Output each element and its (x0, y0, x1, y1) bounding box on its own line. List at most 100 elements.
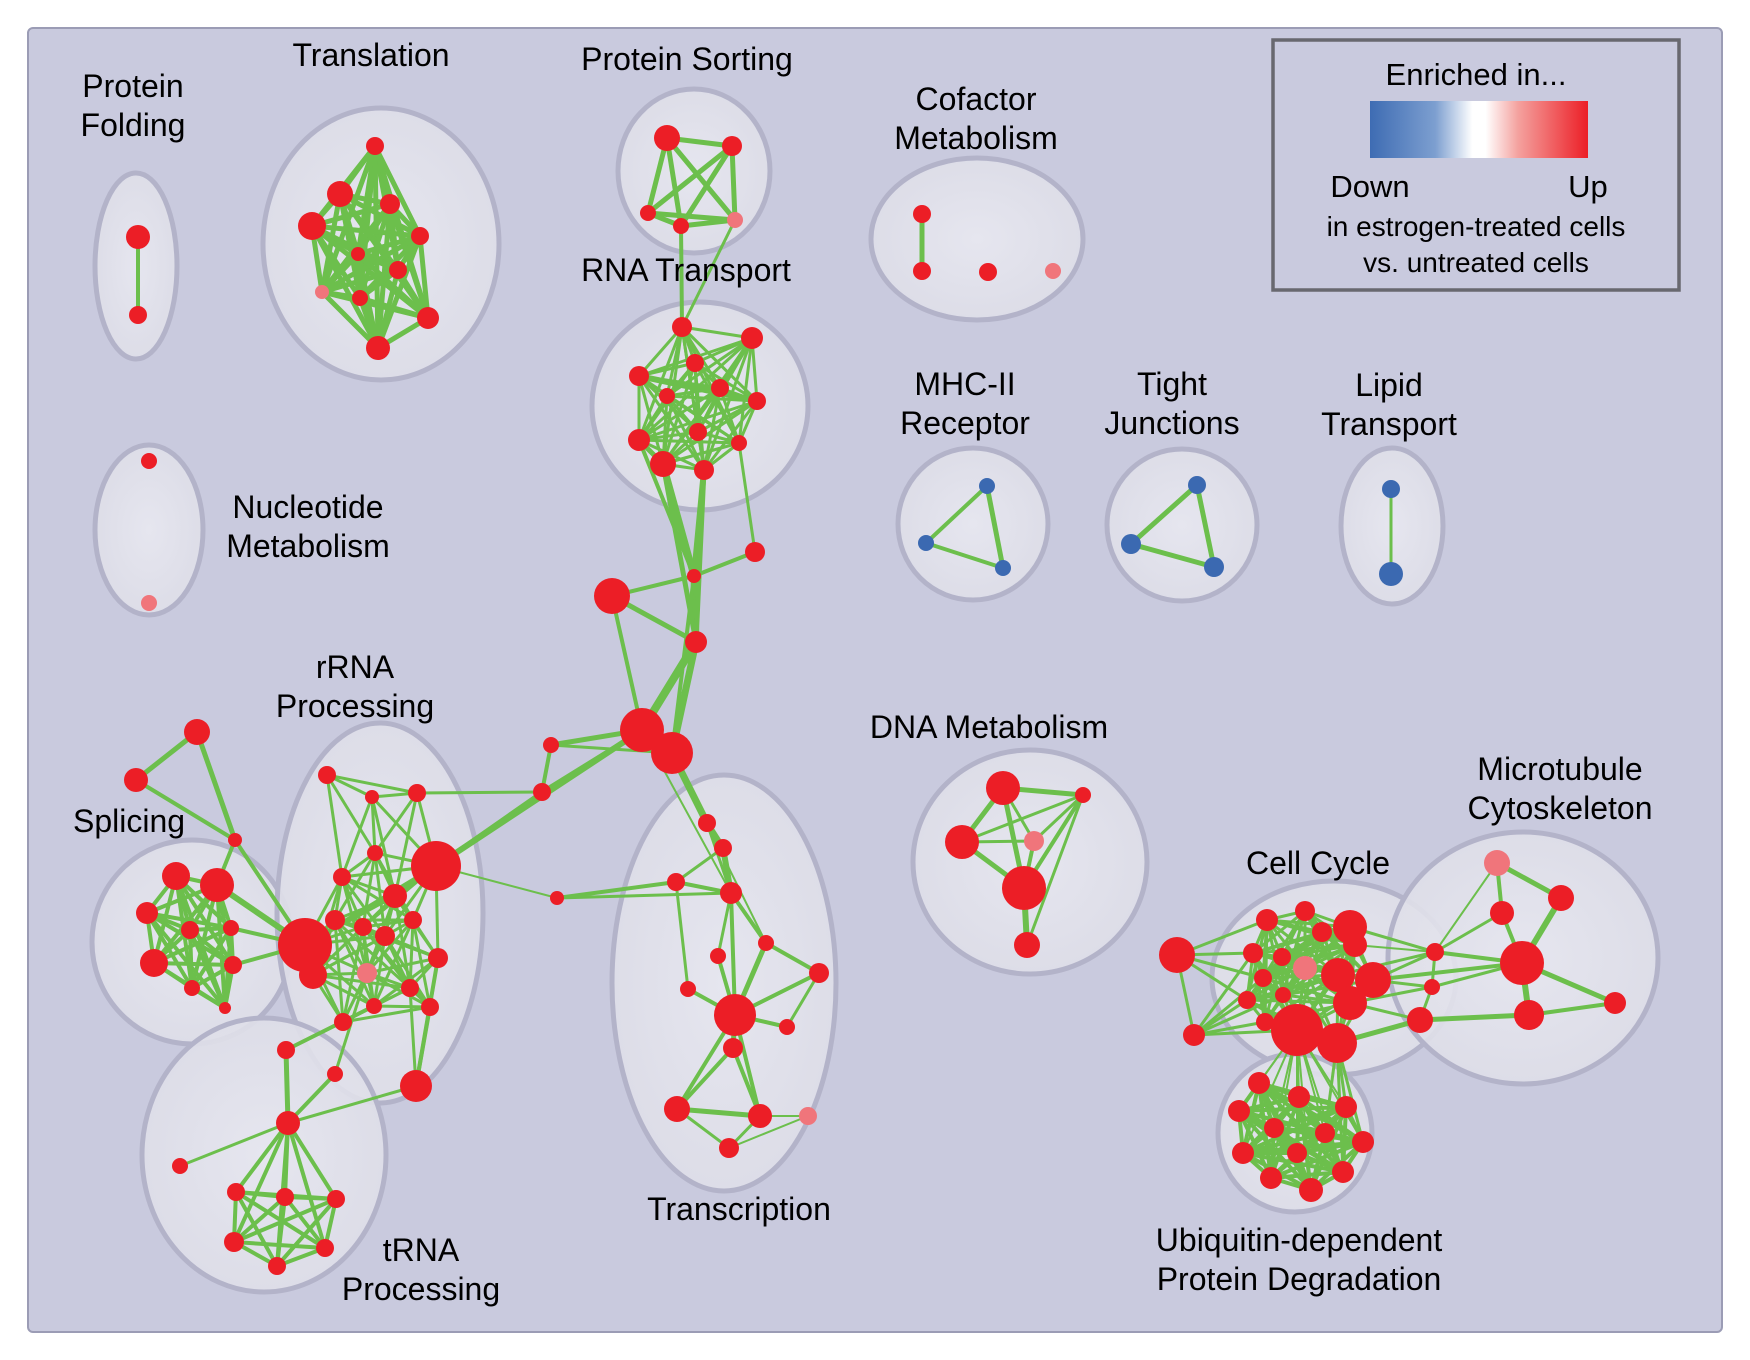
node-rt4[interactable] (711, 379, 729, 397)
node-tn1[interactable] (172, 1158, 188, 1174)
node-ps4[interactable] (727, 212, 743, 228)
node-tr0[interactable] (366, 137, 384, 155)
node-tr1[interactable] (327, 181, 353, 207)
node-tr7[interactable] (315, 285, 329, 299)
node-tx8[interactable] (680, 981, 696, 997)
node-jx0[interactable] (745, 542, 765, 562)
node-tx5[interactable] (710, 948, 726, 964)
node-tx2[interactable] (667, 873, 685, 891)
node-tx11[interactable] (723, 1038, 743, 1058)
node-cf2[interactable] (979, 263, 997, 281)
node-rt3[interactable] (629, 366, 649, 386)
node-dm3[interactable] (1024, 831, 1044, 851)
node-cc6[interactable] (1343, 933, 1367, 957)
node-rt0[interactable] (672, 317, 692, 337)
node-tx14[interactable] (799, 1107, 817, 1125)
node-tr9[interactable] (417, 307, 439, 329)
node-tr2[interactable] (380, 194, 400, 214)
node-hb0[interactable] (620, 708, 664, 752)
node-rr16[interactable] (421, 998, 439, 1016)
node-tx13[interactable] (748, 1104, 772, 1128)
node-rt2[interactable] (686, 354, 704, 372)
node-ub1[interactable] (1288, 1086, 1310, 1108)
node-cc9[interactable] (1293, 956, 1317, 980)
node-tx0[interactable] (698, 814, 716, 832)
node-rr9[interactable] (354, 918, 372, 936)
node-tj2[interactable] (1204, 557, 1224, 577)
node-lp0[interactable] (1382, 480, 1400, 498)
node-lf1[interactable] (533, 783, 551, 801)
node-tx9[interactable] (714, 994, 756, 1036)
node-tx10[interactable] (779, 1019, 795, 1035)
node-rr13[interactable] (357, 963, 377, 983)
node-dm1[interactable] (1075, 787, 1091, 803)
node-jx2[interactable] (594, 578, 630, 614)
node-tj0[interactable] (1188, 476, 1206, 494)
node-mh1[interactable] (918, 535, 934, 551)
node-ub9[interactable] (1332, 1161, 1354, 1183)
node-mt5[interactable] (1604, 992, 1626, 1014)
node-sp0[interactable] (162, 862, 190, 890)
node-lf0[interactable] (543, 737, 559, 753)
node-tx6[interactable] (758, 935, 774, 951)
node-rt8[interactable] (628, 429, 650, 451)
node-rr8[interactable] (325, 910, 345, 930)
node-mh2[interactable] (995, 560, 1011, 576)
node-ub4[interactable] (1264, 1118, 1284, 1138)
node-ub11[interactable] (1299, 1178, 1323, 1202)
node-mt4[interactable] (1514, 1000, 1544, 1030)
node-jx3[interactable] (685, 631, 707, 653)
node-rr17[interactable] (334, 1013, 352, 1031)
node-rt7[interactable] (689, 423, 707, 441)
node-st2[interactable] (228, 833, 242, 847)
node-sp7[interactable] (184, 980, 200, 996)
node-cc0[interactable] (1159, 937, 1195, 973)
node-rt6[interactable] (748, 392, 766, 410)
node-cc18[interactable] (1317, 1023, 1357, 1063)
node-lp1[interactable] (1379, 562, 1403, 586)
node-st0[interactable] (184, 719, 210, 745)
node-cc1[interactable] (1183, 1024, 1205, 1046)
node-pf1[interactable] (129, 306, 147, 324)
node-tn3[interactable] (276, 1188, 294, 1206)
node-tr5[interactable] (351, 247, 365, 261)
node-cc13[interactable] (1238, 991, 1256, 1009)
node-tn0[interactable] (276, 1111, 300, 1135)
node-rr7[interactable] (278, 918, 332, 972)
node-rr15[interactable] (366, 998, 382, 1014)
node-cc14[interactable] (1275, 987, 1291, 1003)
node-mh0[interactable] (979, 478, 995, 494)
node-rr4[interactable] (411, 841, 461, 891)
node-pf0[interactable] (126, 225, 150, 249)
node-jx1[interactable] (687, 569, 701, 583)
node-cc8[interactable] (1273, 948, 1291, 966)
node-mc0[interactable] (1426, 943, 1444, 961)
node-cc15[interactable] (1333, 986, 1367, 1020)
node-rr12[interactable] (428, 948, 448, 968)
node-cc11[interactable] (1321, 958, 1355, 992)
node-ub3[interactable] (1228, 1100, 1250, 1122)
node-sp5[interactable] (140, 949, 168, 977)
node-cc4[interactable] (1312, 922, 1332, 942)
node-mc1[interactable] (1424, 979, 1440, 995)
node-ta0[interactable] (277, 1041, 295, 1059)
node-rr5[interactable] (333, 868, 351, 886)
node-rt11[interactable] (694, 460, 714, 480)
node-cf1[interactable] (913, 262, 931, 280)
node-sp1[interactable] (200, 868, 234, 902)
node-tr6[interactable] (389, 261, 407, 279)
node-mt0[interactable] (1484, 850, 1510, 876)
node-dm2[interactable] (945, 825, 979, 859)
node-tn4[interactable] (327, 1190, 345, 1208)
node-nm1[interactable] (141, 595, 157, 611)
node-sp6[interactable] (224, 956, 242, 974)
node-tx4[interactable] (550, 891, 564, 905)
node-tj1[interactable] (1121, 534, 1141, 554)
node-rt9[interactable] (731, 435, 747, 451)
node-ps3[interactable] (673, 218, 689, 234)
node-cc12[interactable] (1355, 962, 1391, 998)
node-rr14[interactable] (401, 979, 419, 997)
node-tn6[interactable] (316, 1239, 334, 1257)
node-rr11[interactable] (404, 911, 422, 929)
node-ub8[interactable] (1287, 1143, 1307, 1163)
